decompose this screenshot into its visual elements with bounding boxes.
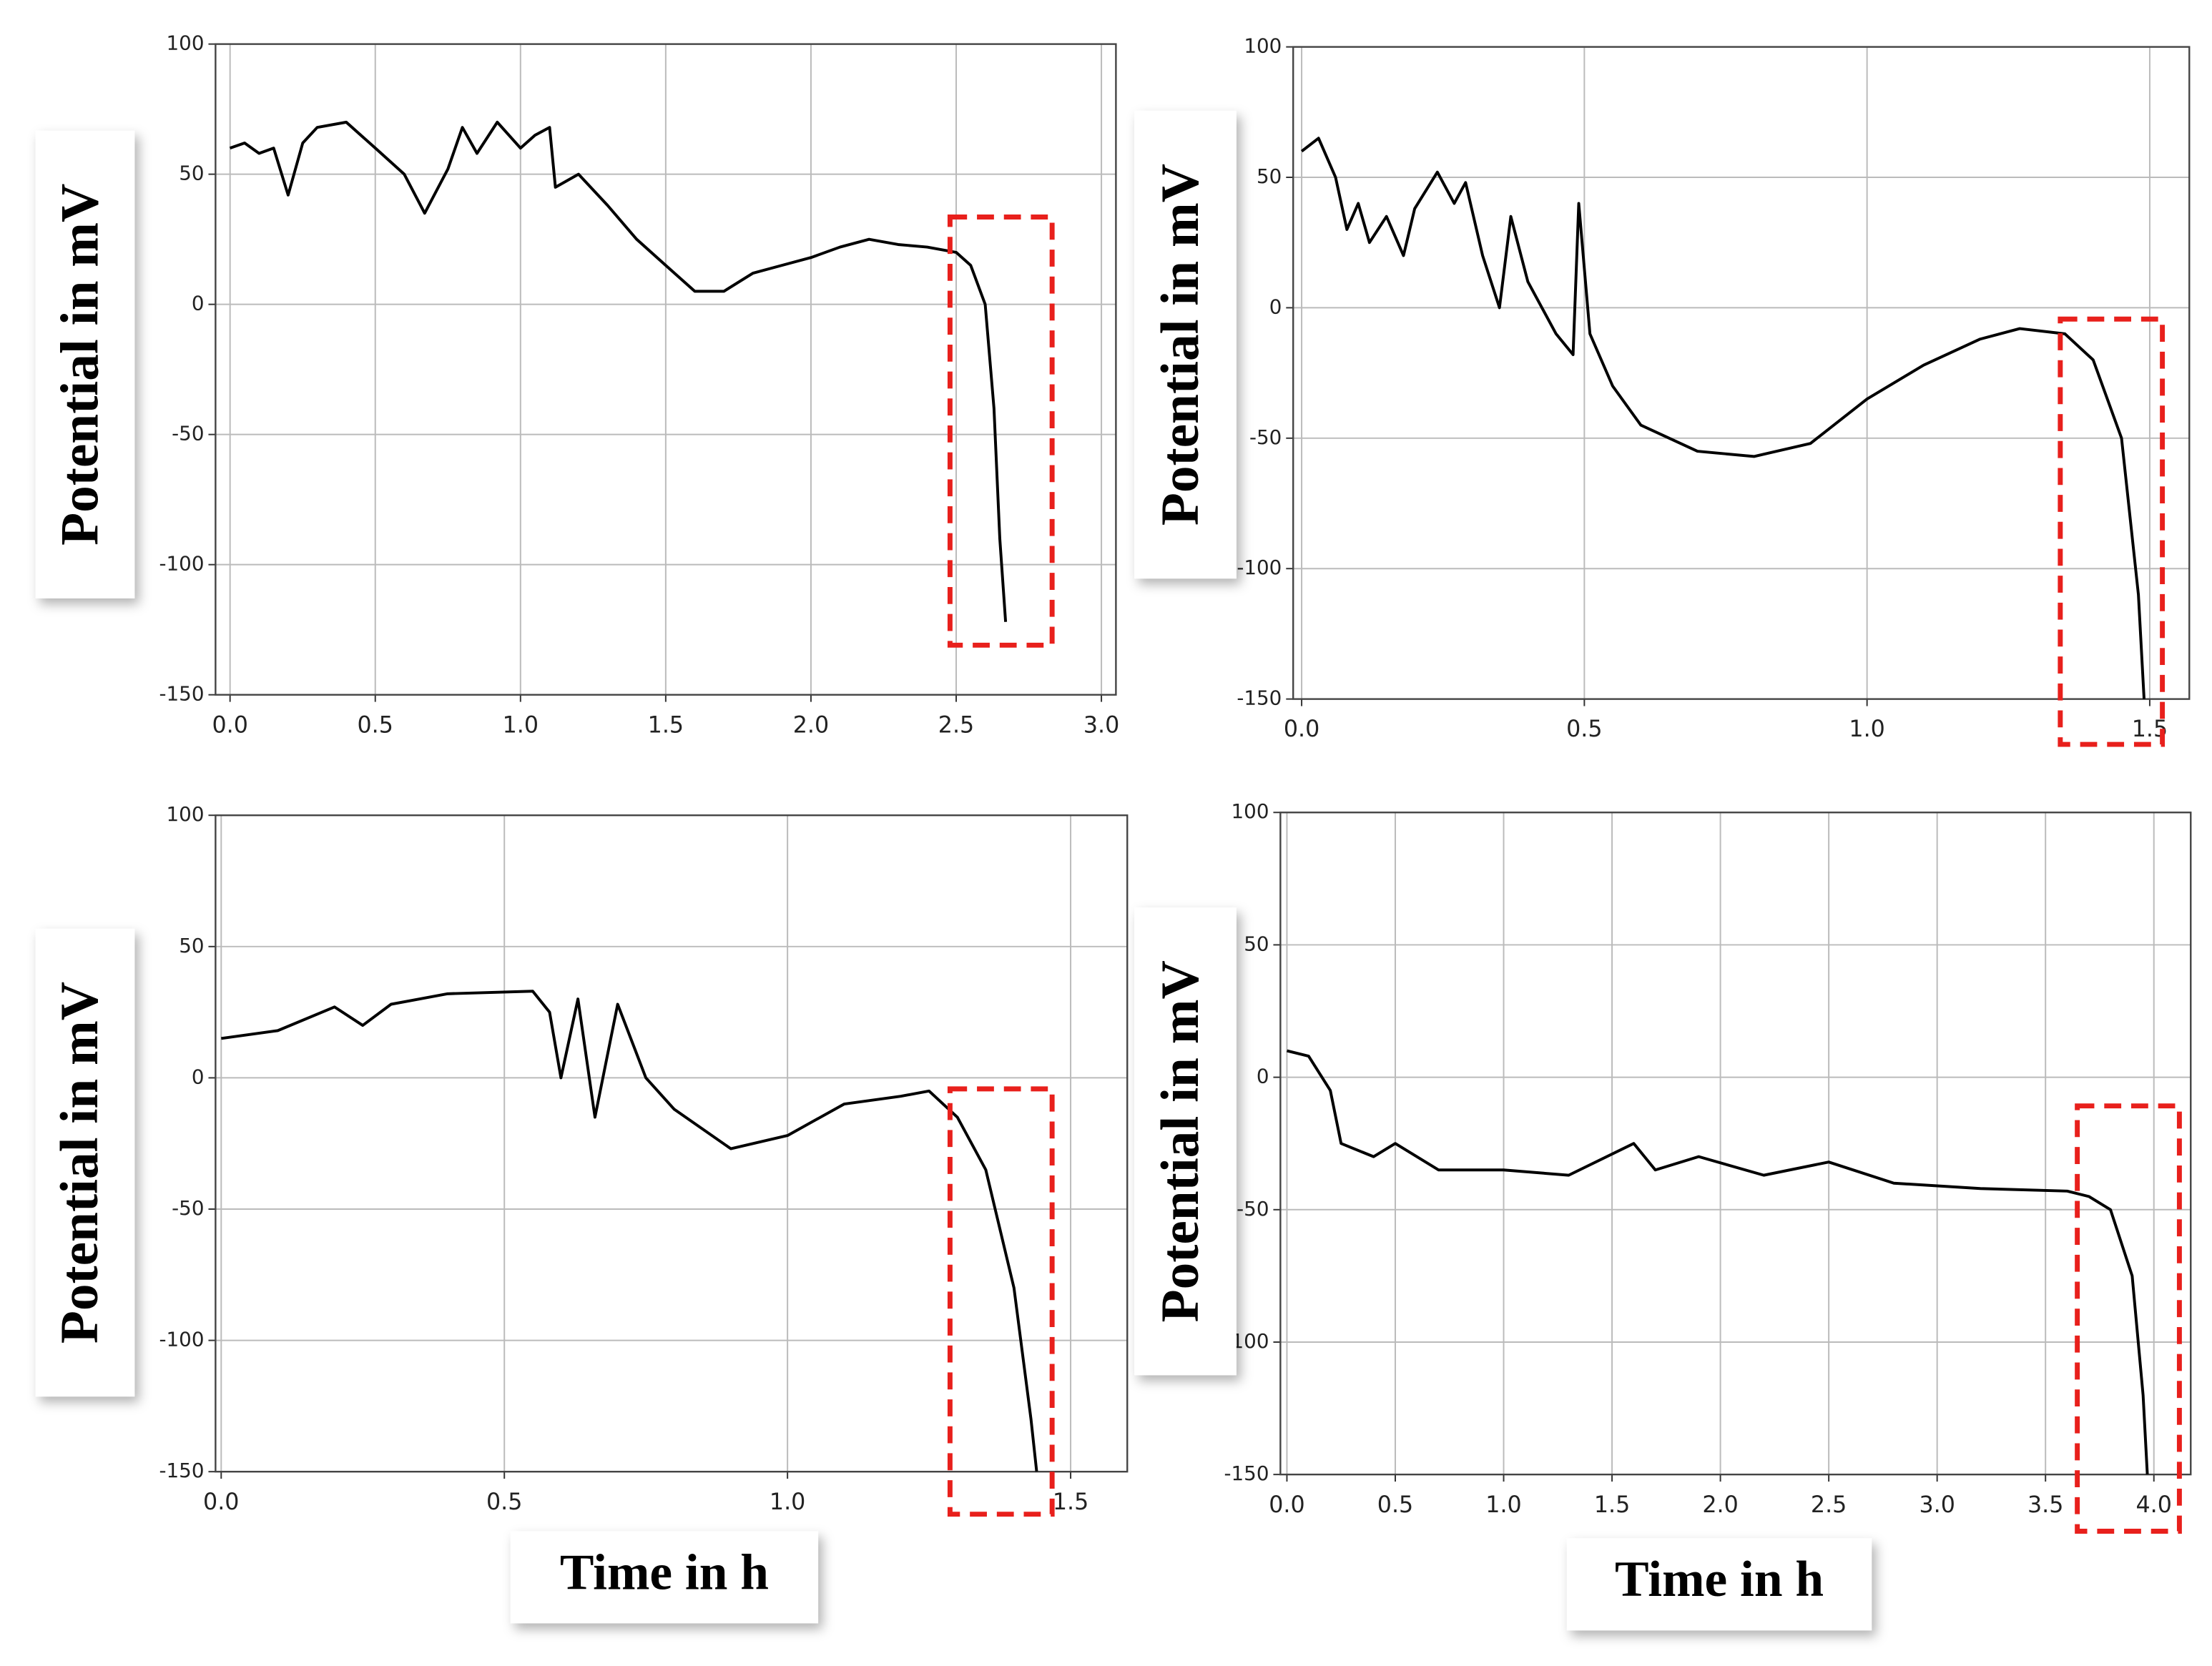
y-tick-label: -50	[172, 1196, 204, 1220]
x-label-box	[510, 1531, 819, 1624]
axes-frame	[1279, 812, 2192, 1476]
x-tick-label: 4.0	[2136, 1492, 2172, 1518]
x-tick-label: 3.0	[1083, 712, 1119, 738]
axes-frame	[215, 814, 1129, 1473]
x-tick-label: 2.5	[938, 712, 974, 738]
x-tick-label: 1.0	[1849, 716, 1884, 742]
x-tick-label: 0.0	[1284, 716, 1319, 742]
y-tick-label: 0	[1269, 295, 1282, 318]
y-tick-label: 50	[1257, 164, 1282, 188]
y-tick-label: -50	[1237, 1197, 1269, 1221]
x-axis-label: Time in h	[560, 1544, 769, 1600]
x-tick-label: 1.5	[1594, 1492, 1630, 1518]
y-tick-label: -150	[1224, 1462, 1269, 1485]
x-axis-label: Time in h	[1615, 1551, 1824, 1607]
x-tick-label: 2.0	[1702, 1492, 1738, 1518]
y-tick-label: -50	[1249, 425, 1282, 449]
plot-area	[1280, 812, 2191, 1475]
y-tick-label: 50	[179, 162, 204, 185]
y-label-box	[1134, 110, 1237, 579]
y-tick-label: 0	[192, 292, 205, 315]
y-tick-label: -150	[159, 682, 205, 706]
axes-frame	[215, 43, 1117, 696]
y-axis-label: Potential in mV	[1151, 164, 1210, 526]
x-tick-label: 0.0	[212, 712, 247, 738]
x-tick-label: 1.5	[1053, 1489, 1088, 1515]
plot-area	[215, 815, 1128, 1472]
y-tick-label: -50	[172, 422, 204, 445]
x-tick-label: 3.5	[2027, 1492, 2063, 1518]
x-label-box	[1566, 1538, 1872, 1631]
data-line	[221, 990, 1038, 1472]
y-axis-label: Potential in mV	[1151, 960, 1210, 1322]
highlight-box	[947, 1086, 1055, 1517]
x-tick-label: 0.5	[1377, 1492, 1413, 1518]
y-tick-label: 0	[1257, 1065, 1269, 1088]
y-tick-label: -150	[159, 1459, 205, 1482]
x-tick-label: 0.0	[1269, 1492, 1304, 1518]
x-tick-label: 1.0	[770, 1489, 805, 1515]
y-tick-label: -100	[159, 1328, 205, 1351]
y-tick-label: 100	[1244, 34, 1282, 58]
x-tick-label: 0.5	[358, 712, 393, 738]
y-label-box	[1134, 907, 1237, 1376]
y-tick-label: 0	[192, 1065, 205, 1088]
y-tick-label: 100	[1232, 799, 1269, 823]
axes-frame	[1292, 46, 2191, 700]
highlight-box	[2075, 1103, 2182, 1534]
highlight-box	[947, 215, 1055, 648]
y-tick-label: -150	[1237, 686, 1282, 710]
data-line	[229, 120, 1008, 622]
y-tick-label: -100	[159, 552, 205, 576]
y-axis-label: Potential in mV	[50, 184, 109, 546]
data-line	[1300, 137, 2146, 699]
x-tick-label: 1.0	[503, 712, 539, 738]
y-label-box	[35, 928, 135, 1397]
data-line	[1287, 1049, 2149, 1475]
x-tick-label: 2.0	[793, 712, 829, 738]
y-tick-label: 50	[1244, 932, 1269, 955]
x-tick-label: 0.5	[486, 1489, 522, 1515]
plot-area	[1293, 46, 2190, 699]
y-tick-label: 100	[167, 802, 205, 826]
x-tick-label: 1.0	[1485, 1492, 1521, 1518]
highlight-box	[2058, 316, 2166, 747]
y-label-box	[35, 130, 135, 598]
y-tick-label: -100	[1237, 556, 1282, 579]
x-tick-label: 1.5	[648, 712, 684, 738]
x-tick-label: 3.0	[1919, 1492, 1955, 1518]
y-tick-label: 100	[167, 31, 205, 55]
x-tick-label: 2.5	[1811, 1492, 1847, 1518]
y-tick-label: 50	[179, 934, 204, 957]
y-axis-label: Potential in mV	[50, 982, 109, 1344]
x-tick-label: 0.5	[1566, 716, 1602, 742]
x-tick-label: 0.0	[203, 1489, 239, 1515]
